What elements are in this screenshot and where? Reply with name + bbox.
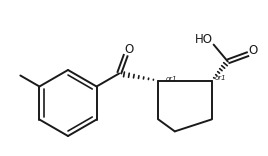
Text: or1: or1	[165, 76, 177, 82]
Text: or1: or1	[215, 75, 226, 81]
Text: O: O	[249, 44, 258, 57]
Text: O: O	[124, 43, 133, 56]
Text: HO: HO	[195, 33, 213, 46]
